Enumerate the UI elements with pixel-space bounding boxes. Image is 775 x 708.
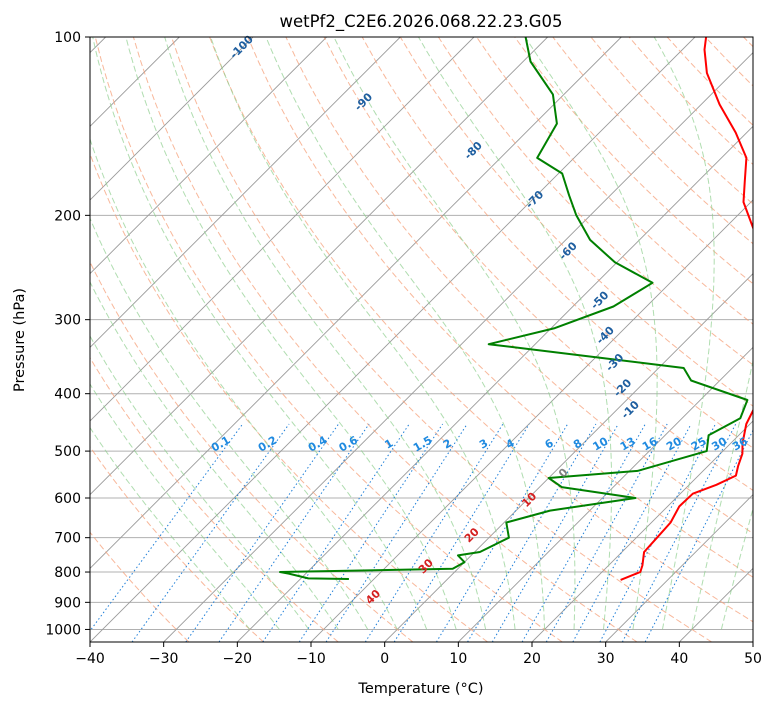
isotherm-line [90,37,548,496]
y-tick-label: 100 [54,30,81,46]
moist-adiabat-line [691,358,753,630]
y-tick-label: 300 [54,313,81,329]
series-layer [279,37,753,581]
mixing-ratio-line [572,423,692,642]
isotherm-line [90,37,696,642]
moist-adiabat-line [524,37,658,630]
y-axis-title: Pressure (hPa) [12,288,28,392]
dry-adiabat-line [514,37,753,285]
x-tick-label: −10 [296,651,326,667]
moist-adiabat-line [90,426,251,630]
isotherm-line [90,37,475,422]
y-tick-label: 500 [54,444,81,460]
dry-adiabat-line [209,37,753,623]
dry-adiabat-line [90,152,488,642]
mixing-ratio-line [545,423,668,642]
mixing-ratio-line [298,423,444,642]
mixing-ratio-line [644,429,753,642]
isotherm-line [605,494,753,642]
y-tick-label: 200 [54,208,81,224]
isotherm-line [163,52,753,642]
isotherm-line [90,37,622,569]
isotherm-line [531,420,753,642]
dewpoint-profile-line [279,37,749,580]
mixing-ratio-line [131,423,290,642]
moist-adiabat-line [90,137,398,630]
mixing-ratio-line [90,423,244,632]
plot-frame [89,36,754,643]
y-axis: 100 200 300 400 500 600 700 800 900 1000 [45,30,90,638]
moist-adiabat-line [418,37,613,630]
temperature-profile-line [620,37,753,581]
mixing-ratio-line [435,423,569,642]
moist-adiabat-line [210,37,516,630]
x-axis: −40 −30 −20 −10 0 10 20 30 40 50 [75,642,762,667]
isotherm-line [384,273,753,642]
dry-adiabat-line [90,356,339,642]
x-tick-label: −20 [223,651,253,667]
mixing-ratio-line [393,423,530,642]
mixing-ratio-line [521,423,646,642]
isotherm-line [90,37,254,201]
moist-adiabat-line [125,37,457,630]
mixing-ratio-line [621,423,737,642]
y-tick-label: 600 [54,491,81,507]
dry-adiabat-line [247,37,753,578]
x-tick-label: 50 [744,651,762,667]
isotherm-line [90,37,401,348]
isotherm-line [458,346,753,642]
moist-adiabat-line [653,37,715,630]
dry-adiabat-line [90,260,414,642]
isotherm-line [237,125,753,642]
dry-adiabat-line [285,37,753,535]
mixing-ratio-line [185,423,339,642]
y-tick-label: 700 [54,531,81,547]
x-tick-label: 0 [380,651,389,667]
x-tick-label: 10 [449,651,467,667]
dry-adiabat-line [132,37,638,642]
dry-adiabat-line [399,37,753,407]
dry-adiabat-line [90,446,264,642]
moist-adiabat-line [90,383,280,630]
mixing-ratio-line [599,423,716,642]
isotherm-line [90,37,327,275]
moist-adiabat-line [92,37,428,630]
y-tick-label: 1000 [45,622,81,638]
background-lines [90,37,753,642]
y-tick-label: 900 [54,595,81,611]
dry-adiabat-line [171,37,712,642]
x-tick-label: 30 [597,651,615,667]
chart-title: wetPf2_C2E6.2026.068.22.23.G05 [279,12,562,32]
x-tick-label: −40 [75,651,105,667]
moist-adiabat-line [265,37,546,630]
x-tick-label: 40 [670,651,688,667]
moist-adiabat-line [90,217,369,630]
moist-adiabat-line [164,37,487,630]
dry-adiabat-line [94,37,563,642]
dry-adiabat-line [90,531,190,642]
x-axis-title: Temperature (°C) [357,681,483,697]
y-tick-label: 800 [54,565,81,581]
x-tick-label: −30 [149,651,179,667]
mixing-ratio-line [364,423,504,642]
mixing-ratio-line [218,423,370,642]
x-tick-label: 20 [523,651,541,667]
dry-adiabat-line [361,37,753,449]
mixing-ratio-line [325,423,468,642]
y-tick-label: 400 [54,387,81,403]
